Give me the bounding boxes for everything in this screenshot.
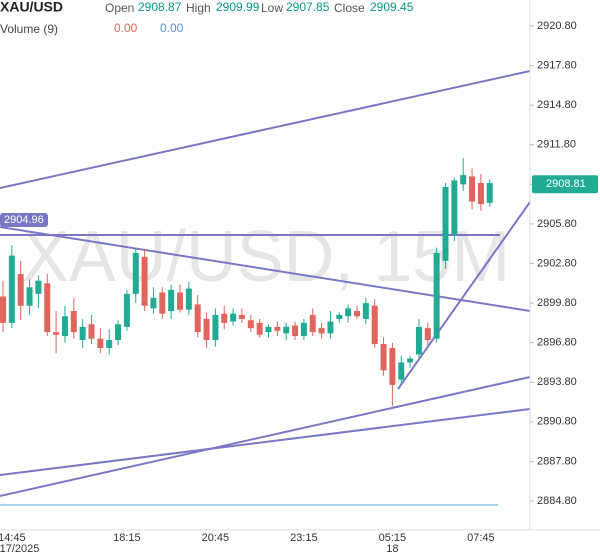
x-tick-label: 05:15	[379, 532, 407, 544]
candle-body	[371, 305, 378, 344]
candle-body	[17, 274, 24, 306]
candle-body	[115, 324, 122, 341]
candle-body	[469, 176, 476, 202]
candle-body	[424, 328, 431, 341]
candle-body	[336, 314, 343, 319]
candle-body	[106, 340, 113, 348]
legend-value: 2907.85	[286, 0, 330, 14]
legend-label: High	[186, 1, 211, 15]
last-price-label: 2908.81	[546, 178, 586, 190]
candle-body	[44, 283, 51, 333]
candle-body	[61, 316, 68, 337]
x-tick-label: 14:45	[0, 532, 26, 544]
volume-value: 0.00	[160, 21, 184, 35]
legend-value: 2909.99	[216, 0, 260, 14]
candle-body	[283, 326, 290, 334]
y-tick-label: 2893.80	[537, 376, 577, 388]
y-tick-label: 2890.80	[537, 416, 577, 428]
candle-body	[389, 347, 396, 385]
symbol: XAU/USD	[0, 0, 63, 15]
candle-body	[451, 180, 458, 235]
candle-body	[194, 304, 201, 333]
y-tick-label: 2902.80	[537, 257, 577, 269]
y-tick-label: 2914.80	[537, 99, 577, 111]
y-tick-label: 2917.80	[537, 59, 577, 71]
y-tick-label: 2887.80	[537, 455, 577, 467]
candle-body	[203, 318, 210, 341]
candle-body	[247, 320, 254, 329]
candle-body	[407, 358, 414, 363]
candle-body	[460, 175, 467, 185]
y-tick-label: 2884.80	[537, 495, 577, 507]
candle-body	[230, 313, 237, 322]
candle-body	[398, 362, 405, 380]
candle-body	[159, 292, 166, 314]
legend-value: 2909.45	[370, 0, 414, 14]
y-tick-label: 2899.80	[537, 297, 577, 309]
candle-body	[26, 287, 33, 306]
x-tick-label: 23:15	[290, 532, 318, 544]
candle-body	[486, 183, 493, 203]
watermark: XAU/USD, 15M	[22, 217, 510, 297]
candle-body	[238, 314, 245, 319]
candle-body	[274, 326, 281, 331]
candle-body	[141, 256, 148, 306]
x-date-label: 02/17/2025	[0, 543, 39, 555]
candle-body	[345, 308, 352, 317]
candle-body	[79, 326, 86, 341]
volume-label: Volume (9)	[0, 22, 58, 36]
candle-body	[168, 289, 175, 311]
candle-body	[212, 314, 219, 341]
candle-body	[177, 292, 183, 310]
candle-body	[300, 322, 307, 337]
candle-body	[8, 255, 15, 323]
x-date-label: 18	[386, 543, 398, 555]
y-tick-label: 2911.80	[537, 139, 576, 151]
candle-body	[70, 311, 77, 333]
y-tick-label: 2896.80	[537, 337, 577, 349]
legend-label: Low	[261, 1, 283, 15]
volume-value: 0.00	[114, 21, 138, 35]
candle-body	[35, 280, 42, 294]
candle-body	[132, 252, 139, 294]
candle-body	[53, 332, 60, 335]
x-tick-label: 07:45	[467, 532, 495, 544]
candle-body	[362, 303, 369, 319]
candle-body	[0, 296, 6, 323]
candle-body	[123, 293, 130, 327]
candle-body	[88, 324, 95, 339]
candle-body	[318, 328, 325, 334]
candle-body	[442, 186, 449, 261]
x-tick-label: 20:45	[202, 532, 230, 544]
candle-body	[97, 338, 104, 348]
candle-body	[265, 326, 272, 333]
candle-body	[309, 314, 316, 333]
candle-body	[380, 343, 387, 371]
y-tick-label: 2905.80	[537, 218, 577, 230]
candle-body	[433, 252, 440, 339]
y-tick-label: 2920.80	[537, 20, 577, 32]
candle-body	[354, 311, 360, 317]
legend-label: Open	[105, 1, 134, 15]
price-tag-label: 2904.96	[4, 214, 44, 226]
price-tag	[0, 213, 48, 227]
legend-value: 2908.87	[138, 0, 182, 14]
candle-body	[256, 322, 263, 335]
x-tick-label: 18:15	[113, 532, 141, 544]
candle-body	[150, 297, 157, 309]
candle-body	[415, 326, 422, 355]
candle-body	[477, 183, 484, 205]
trend-lines	[0, 70, 531, 497]
legend-label: Close	[334, 1, 365, 15]
candle-body	[185, 288, 192, 310]
candle-body	[221, 313, 228, 323]
candle-body	[327, 321, 334, 334]
candle-body	[292, 325, 299, 337]
last-price-tag	[532, 175, 598, 194]
